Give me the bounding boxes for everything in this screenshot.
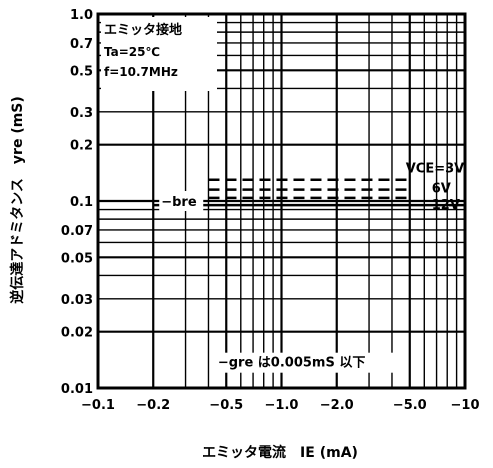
y-tick-label: 0.02: [61, 326, 93, 341]
note-box: [215, 352, 394, 373]
x-tick-label: −0.5: [209, 398, 243, 413]
y-tick-label: 0.2: [70, 139, 93, 154]
x-tick-labels: −0.1 −0.2 −0.5 −1.0 −2.0 −5.0 −10: [81, 398, 479, 413]
conditions-box: [101, 17, 217, 91]
y-tick-label: 0.01: [61, 382, 93, 397]
plot-frame: [96, 12, 467, 390]
gre-note: −gre は0.005mS 以下: [218, 356, 366, 371]
series-group: [208, 178, 410, 200]
series-label-3: 12V: [432, 198, 460, 213]
series-label-2: 6V: [432, 182, 451, 197]
condition-line-1: エミッタ接地: [104, 22, 182, 38]
x-tick-label: −0.1: [81, 398, 115, 413]
x-tick-label: −10: [451, 398, 480, 413]
y-tick-label: 0.03: [61, 293, 93, 308]
x-tick-label: −5.0: [393, 398, 427, 413]
y-tick-label: 0.7: [70, 37, 93, 52]
y-tick-label: 1.0: [70, 8, 93, 23]
x-axis-label: エミッタ電流 IE (mA): [202, 444, 358, 461]
condition-line-2: Ta=25℃: [104, 45, 160, 59]
series-label-1: VCE=3V: [406, 162, 464, 177]
y-tick-label: 0.05: [61, 251, 93, 266]
x-tick-label: −2.0: [320, 398, 354, 413]
x-tick-label: −0.2: [136, 398, 170, 413]
bre-label-box: [159, 191, 204, 211]
y-axis-label: 逆伝達アドミタンス yre (mS): [9, 96, 26, 304]
y-tick-label: 0.1: [70, 195, 93, 210]
y-tick-label: 0.3: [70, 106, 93, 121]
y-tick-label: 0.5: [70, 64, 93, 79]
condition-line-3: f=10.7MHz: [104, 65, 178, 79]
y-tick-label: 0.07: [61, 224, 93, 239]
bre-label: −bre: [161, 195, 197, 210]
y-tick-labels: 1.0 0.7 0.5 0.3 0.2 0.1 0.07 0.05 0.03 0.02 0.01: [61, 8, 93, 397]
x-tick-label: −1.0: [265, 398, 299, 413]
